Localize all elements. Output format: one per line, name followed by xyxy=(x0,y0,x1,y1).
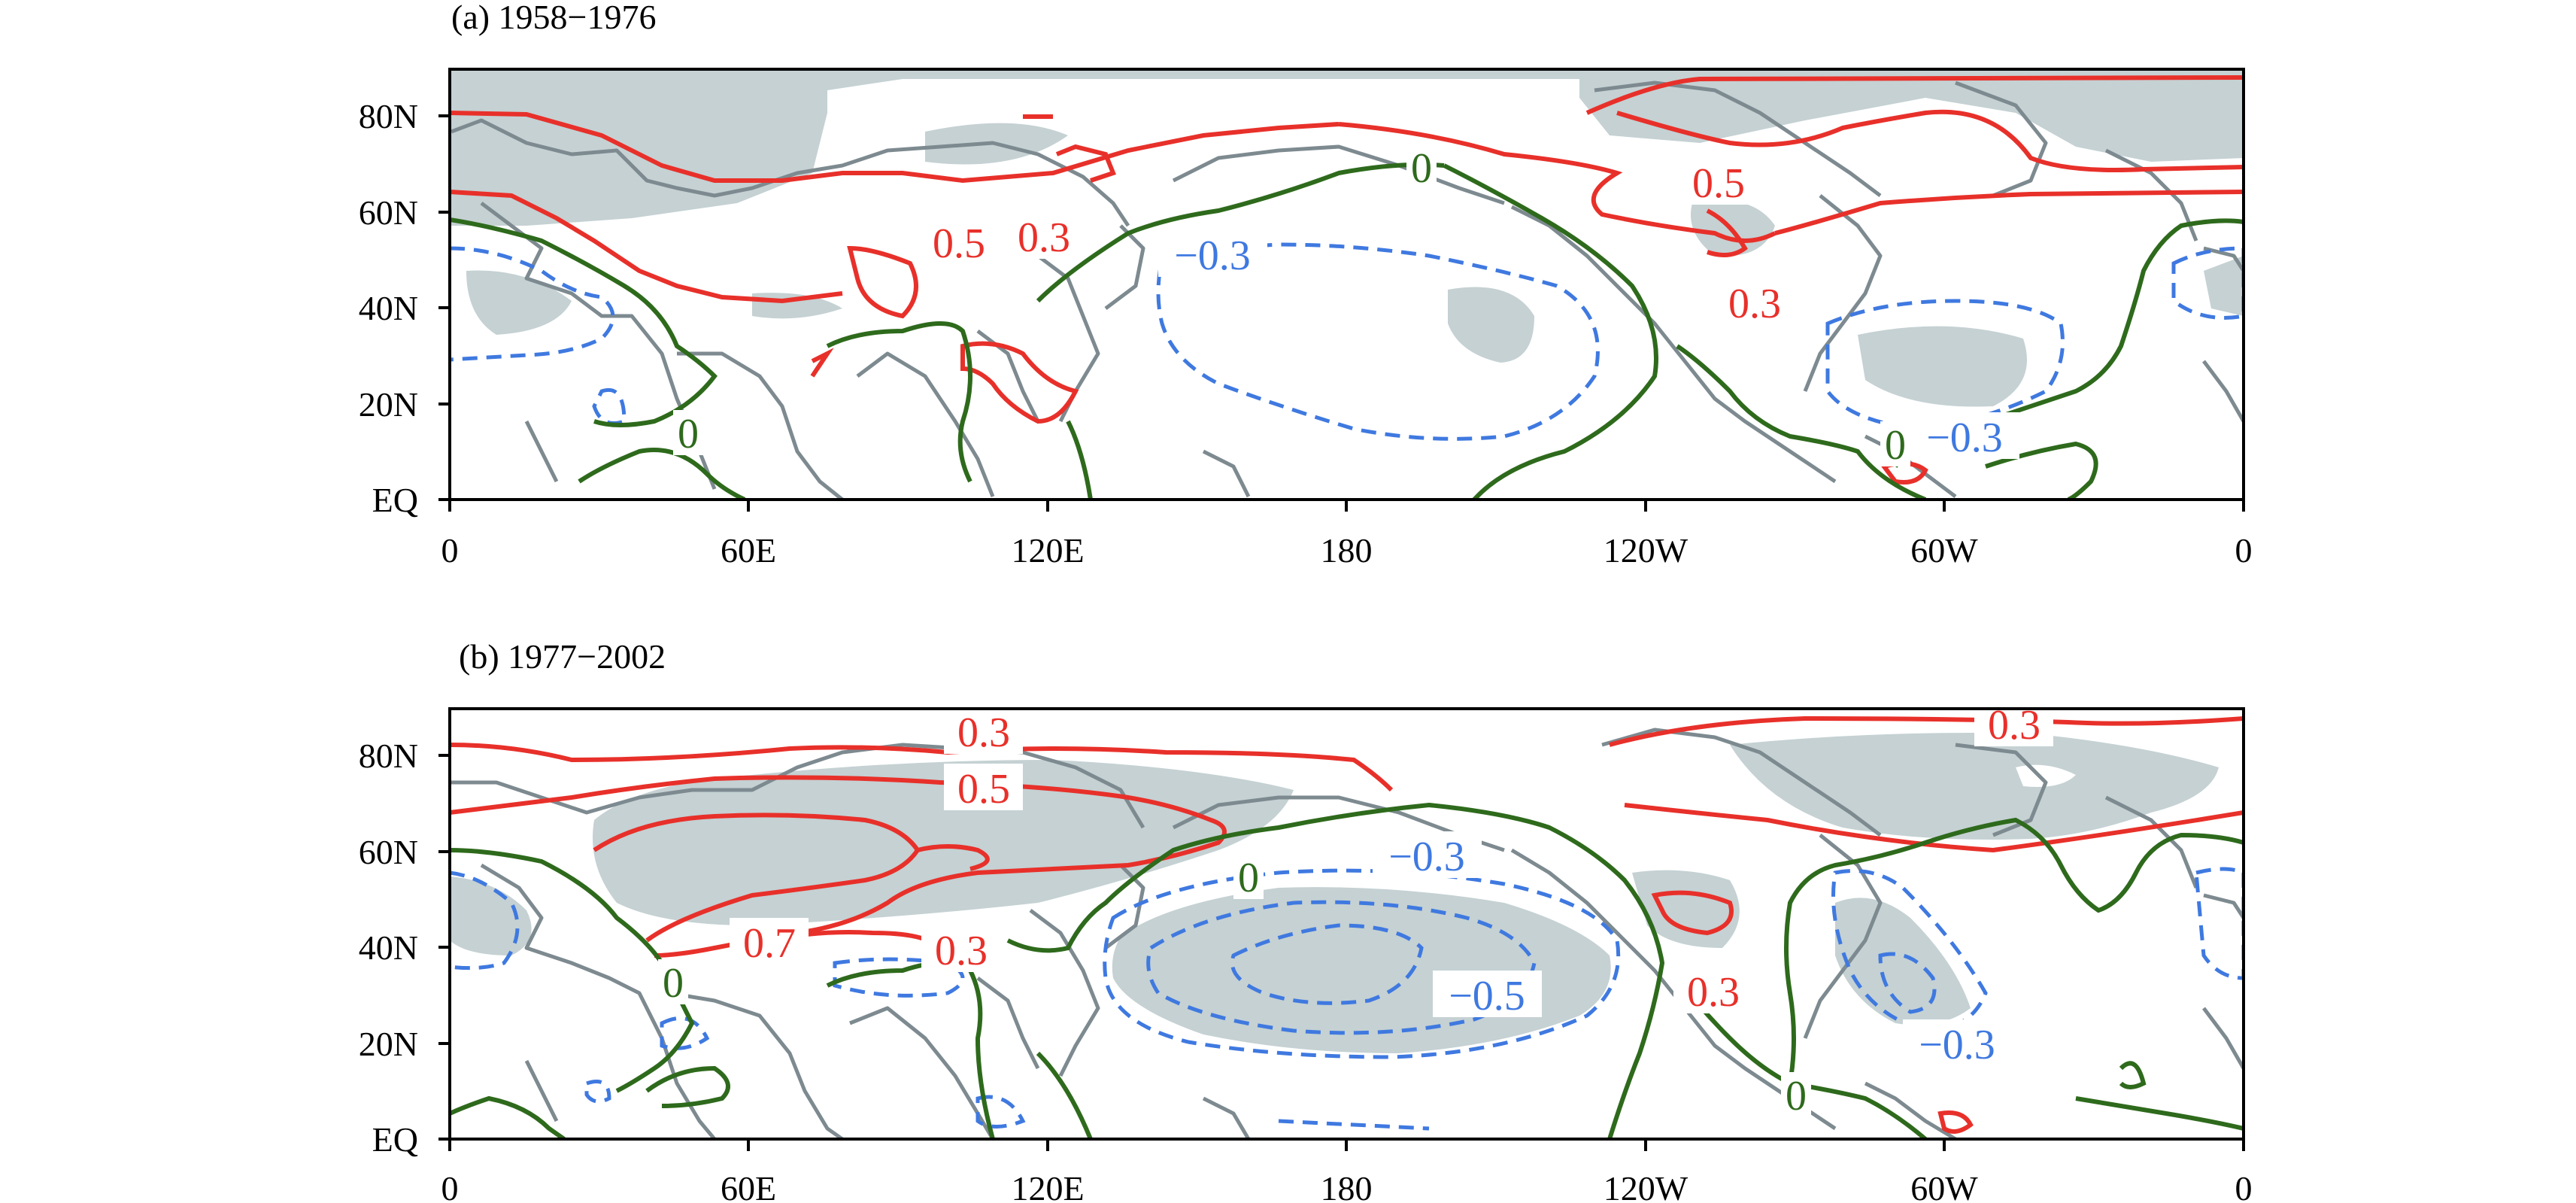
y-tick-label: 40N xyxy=(359,289,418,327)
panel-a-coastlines xyxy=(451,81,2244,500)
contour-label: −0.3 xyxy=(1174,232,1251,279)
x-tick-label: 0 xyxy=(2235,1169,2253,1203)
x-tick-label: 120W xyxy=(1604,531,1689,570)
panel-a-y-tick-labels: 80N 60N 40N 20N EQ xyxy=(359,97,418,519)
y-tick-label: 20N xyxy=(359,385,418,424)
x-tick-label: 180 xyxy=(1321,531,1373,570)
panel-a: (a) 1958−1976 xyxy=(359,0,2253,570)
y-tick-label: 60N xyxy=(359,833,418,871)
panel-b-x-tick-labels: 0 60E 120E 180 120W 60W 0 xyxy=(441,1169,2253,1203)
x-tick-label: 0 xyxy=(441,1169,459,1203)
panel-b-coastlines xyxy=(451,728,2244,1139)
contour-label: 0.3 xyxy=(1018,214,1070,261)
y-tick-label: 40N xyxy=(359,928,418,967)
contour-label: −0.3 xyxy=(1926,415,2003,461)
panel-a-positive-contours xyxy=(450,75,2244,485)
contour-label: 0 xyxy=(663,960,684,1007)
x-tick-label: 60W xyxy=(1910,1169,1978,1203)
contour-label: 0 xyxy=(1885,422,1906,469)
contour-label: 0.7 xyxy=(743,920,796,967)
x-tick-label: 120E xyxy=(1011,1169,1084,1203)
panel-a-contour-labels: 0 0 0 0.5 0.3 0.5 0.3 −0.3 −0.3 xyxy=(673,144,2019,469)
panel-b: (b) 1977−2002 xyxy=(359,637,2253,1203)
panel-b-contour-labels: 0.3 0.5 0.3 0.7 0.3 0.3 0 0 0 −0.3 xyxy=(658,702,2053,1119)
contour-label: 0.3 xyxy=(957,709,1010,756)
y-tick-label: EQ xyxy=(372,481,418,519)
panel-b-title: (b) 1977−2002 xyxy=(459,637,666,676)
x-tick-label: 60W xyxy=(1910,531,1978,570)
y-tick-label: 20N xyxy=(359,1025,418,1063)
contour-label: −0.3 xyxy=(1919,1022,1995,1068)
x-tick-label: 180 xyxy=(1321,1169,1373,1203)
x-tick-label: 60E xyxy=(721,531,776,570)
y-tick-label: 80N xyxy=(359,737,418,775)
panel-b-map: 0.3 0.5 0.3 0.7 0.3 0.3 0 0 0 −0.3 xyxy=(450,702,2244,1139)
y-tick-label: 80N xyxy=(359,97,418,135)
contour-label: 0.3 xyxy=(1687,969,1740,1016)
y-tick-label: EQ xyxy=(372,1120,418,1159)
contour-label: 0.5 xyxy=(957,766,1010,813)
y-tick-label: 60N xyxy=(359,193,418,232)
contour-label: 0 xyxy=(678,411,699,457)
panel-a-title: (a) 1958−1976 xyxy=(451,0,657,36)
x-tick-label: 120W xyxy=(1604,1169,1689,1203)
x-tick-label: 0 xyxy=(2235,531,2253,570)
panel-a-shading xyxy=(450,69,2244,407)
panel-a-x-tick-labels: 0 60E 120E 180 120W 60W 0 xyxy=(441,531,2253,570)
contour-label: −0.5 xyxy=(1449,973,1525,1019)
panel-b-shading xyxy=(450,733,2219,1053)
panel-b-ticks xyxy=(438,754,2245,1151)
panel-a-map: 0 0 0 0.5 0.3 0.5 0.3 −0.3 −0.3 xyxy=(450,69,2244,500)
contour-label: 0.5 xyxy=(933,220,985,267)
panel-b-y-tick-labels: 80N 60N 40N 20N EQ xyxy=(359,737,418,1159)
x-tick-label: 60E xyxy=(721,1169,776,1203)
contour-label: 0.3 xyxy=(1728,281,1781,327)
panel-a-ticks xyxy=(438,114,2245,512)
x-tick-label: 0 xyxy=(441,531,459,570)
contour-label: 0.3 xyxy=(1988,702,2040,749)
contour-label: 0.5 xyxy=(1692,160,1745,207)
contour-label: 0.3 xyxy=(935,928,988,974)
contour-label: −0.3 xyxy=(1388,834,1465,880)
contour-label: 0 xyxy=(1786,1073,1807,1119)
x-tick-label: 120E xyxy=(1011,531,1084,570)
contour-label: 0 xyxy=(1411,145,1432,192)
contour-label: 0 xyxy=(1238,855,1259,901)
